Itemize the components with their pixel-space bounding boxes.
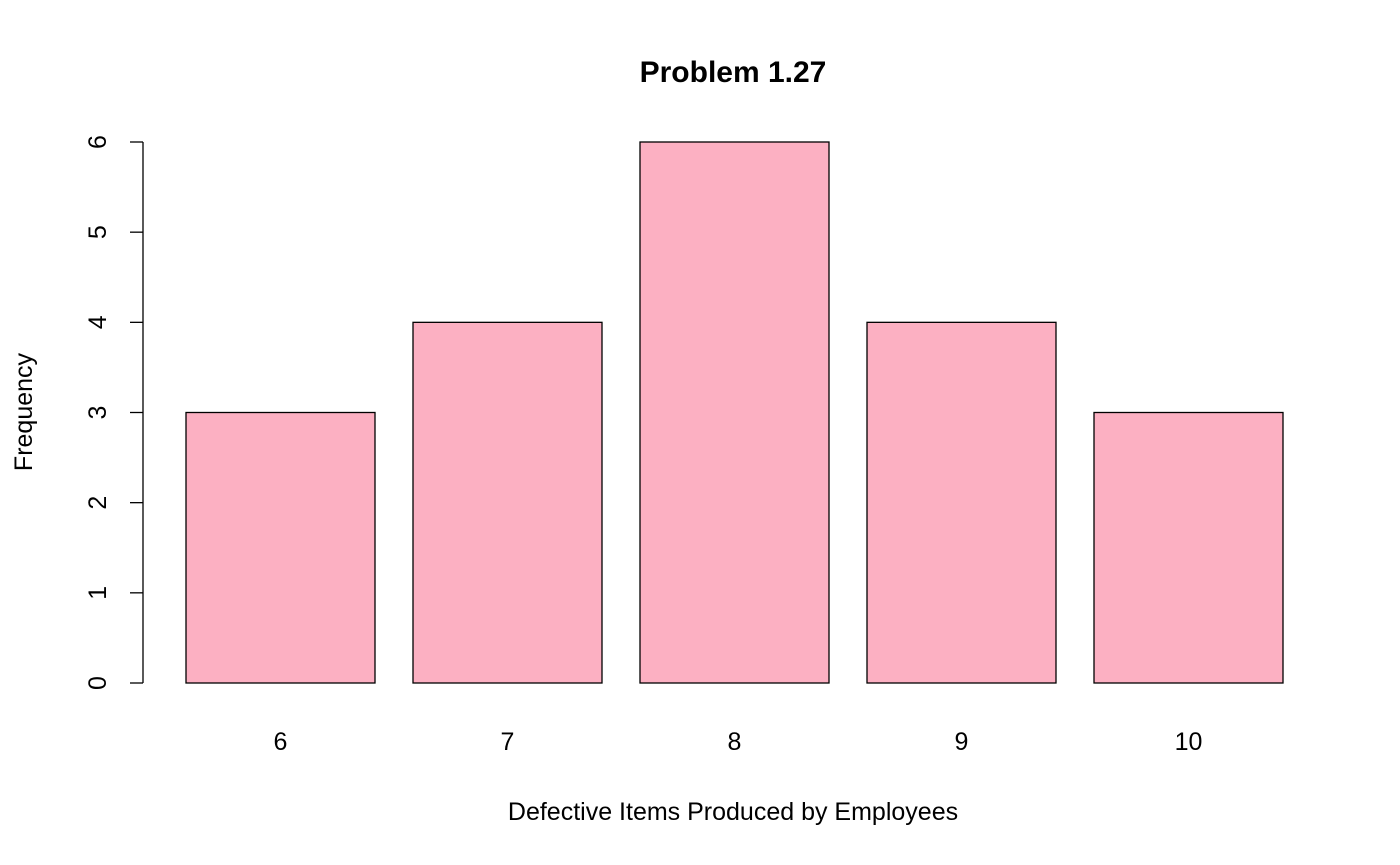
bar-8 <box>639 141 830 684</box>
y-tick-label: 3 <box>84 406 112 420</box>
y-tick-label: 4 <box>84 315 112 329</box>
x-tick-labels: 6 7 8 9 10 <box>274 728 1203 756</box>
y-tick-label: 1 <box>84 586 112 600</box>
chart-title: Problem 1.27 <box>640 56 827 89</box>
y-tick-label: 0 <box>84 676 112 690</box>
y-axis: 0 1 2 3 4 5 6 <box>84 135 144 690</box>
x-tick-label: 9 <box>955 728 969 756</box>
bar-9 <box>866 321 1057 684</box>
y-tick-label: 5 <box>84 225 112 239</box>
bars-group <box>185 141 1284 684</box>
y-tick-label: 6 <box>84 135 112 149</box>
x-tick-label: 7 <box>501 728 515 756</box>
bar-10 <box>1093 411 1284 684</box>
x-tick-label: 6 <box>274 728 288 756</box>
x-axis-label: Defective Items Produced by Employees <box>508 798 958 826</box>
y-axis-label: Frequency <box>10 352 38 471</box>
bar-7 <box>412 321 603 684</box>
y-tick-label: 2 <box>84 496 112 510</box>
x-tick-label: 10 <box>1175 728 1203 756</box>
x-tick-label: 8 <box>728 728 742 756</box>
bar-6 <box>185 411 376 684</box>
